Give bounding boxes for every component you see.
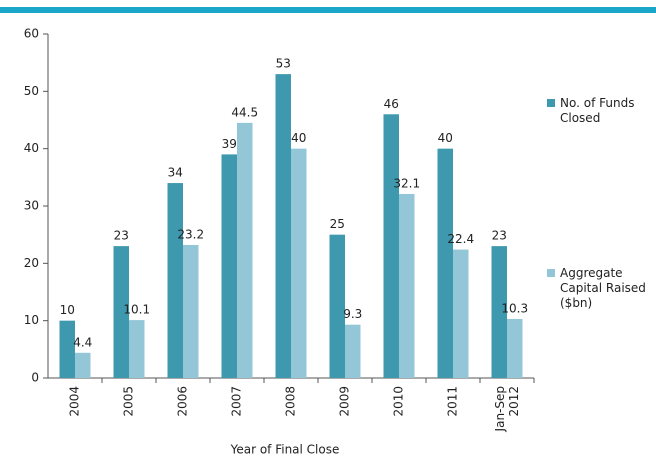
data-label: 4.4 <box>73 335 92 349</box>
bar <box>491 246 507 378</box>
x-tick-label: 2004 <box>68 386 82 417</box>
bar <box>291 148 307 378</box>
y-tick-label: 60 <box>24 27 39 41</box>
x-tick-label: 2010 <box>392 386 406 417</box>
data-label: 23 <box>492 229 507 243</box>
bar <box>437 148 453 378</box>
bar <box>75 352 91 378</box>
data-label: 39 <box>222 137 237 151</box>
legend-label: No. of Funds Closed <box>560 96 635 125</box>
y-tick-label: 50 <box>24 84 39 98</box>
bar <box>113 246 129 378</box>
data-label: 22.4 <box>447 232 474 246</box>
x-tick-label: 2011 <box>446 386 460 417</box>
x-tick-label: 2008 <box>284 386 298 417</box>
data-label: 44.5 <box>231 105 258 119</box>
data-label: 10 <box>60 303 75 317</box>
data-label: 40 <box>438 131 453 145</box>
legend-label: Aggregate Capital Raised ($bn) <box>560 266 646 310</box>
legend-swatch <box>547 269 555 277</box>
bar <box>507 318 523 378</box>
bar <box>129 320 145 378</box>
bar <box>329 234 345 378</box>
bar <box>383 114 399 379</box>
y-tick-label: 40 <box>24 141 39 155</box>
data-label: 34 <box>168 166 183 180</box>
bar <box>237 122 253 378</box>
x-axis-title: Year of Final Close <box>230 443 340 457</box>
bar <box>221 154 237 378</box>
data-label: 23.2 <box>177 227 204 241</box>
bar <box>275 74 291 378</box>
legend-swatch <box>547 99 555 107</box>
y-tick-label: 10 <box>24 313 39 327</box>
data-label: 53 <box>276 57 291 71</box>
bar <box>167 183 183 378</box>
bar <box>345 324 361 378</box>
x-tick-label: 2007 <box>230 386 244 417</box>
bar <box>183 244 199 378</box>
x-tick-label: Jan-Sep2012 <box>493 386 521 432</box>
y-tick-label: 30 <box>24 199 39 213</box>
data-label: 10.3 <box>501 301 528 315</box>
bar <box>59 320 75 378</box>
data-label: 25 <box>330 217 345 231</box>
x-tick-label: 2006 <box>176 386 190 417</box>
data-label: 32.1 <box>393 176 420 190</box>
top-band <box>0 7 656 13</box>
bar <box>453 249 469 378</box>
data-label: 46 <box>384 97 399 111</box>
data-label: 40 <box>291 131 306 145</box>
y-tick-label: 0 <box>31 371 39 385</box>
data-label: 10.1 <box>123 303 150 317</box>
data-label: 23 <box>114 229 129 243</box>
x-tick-label: 2005 <box>122 386 136 417</box>
bar <box>399 193 415 378</box>
x-tick-label: 2009 <box>338 386 352 417</box>
y-tick-label: 20 <box>24 256 39 270</box>
data-label: 9.3 <box>343 307 362 321</box>
